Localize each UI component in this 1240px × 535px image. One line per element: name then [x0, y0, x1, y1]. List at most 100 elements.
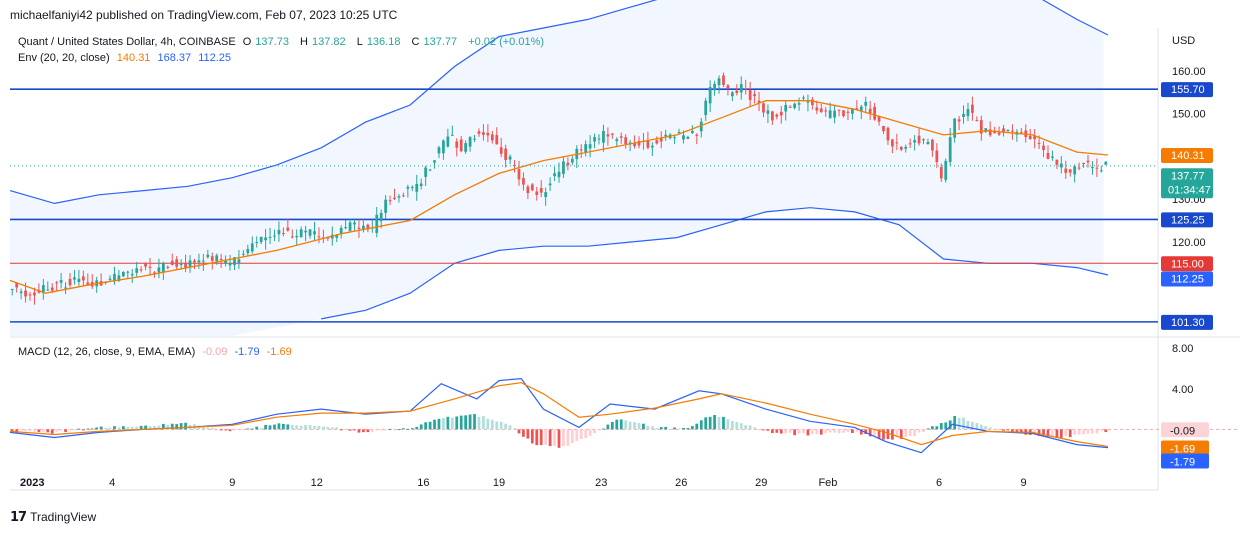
candle-body — [619, 136, 623, 138]
macd-hist-bar — [642, 423, 645, 430]
candle-body — [588, 144, 592, 149]
macd-hist-bar — [295, 425, 299, 430]
candle-body — [584, 144, 588, 153]
macd-hist-bar — [948, 420, 952, 430]
candle-body — [766, 110, 770, 114]
macd-hist-bar — [931, 426, 934, 430]
macd-hist-bar — [33, 429, 36, 432]
candle-body — [1042, 145, 1045, 151]
macd-hist-bar — [437, 418, 441, 430]
macd-hist-bar — [130, 426, 134, 430]
candle-body — [908, 143, 912, 145]
candle-body — [259, 236, 263, 243]
candle-body — [206, 254, 210, 258]
high-label: H 137.82 — [300, 36, 346, 48]
candle-body — [606, 134, 610, 137]
open-label: O 137.73 — [242, 36, 289, 48]
candle-body — [931, 139, 934, 151]
candle-body — [682, 135, 685, 140]
candle-body — [210, 256, 214, 261]
macd-hist-bar — [726, 419, 730, 430]
candle-body — [508, 156, 512, 160]
candle-body — [846, 111, 850, 113]
macd-hist-bar — [588, 429, 592, 436]
candle-body — [117, 275, 121, 281]
macd-hist-bar — [135, 426, 139, 430]
candle-body — [450, 134, 454, 136]
candle-body — [553, 173, 556, 177]
macd-hist-bar — [713, 414, 716, 430]
candle-body — [384, 199, 388, 213]
brand-label[interactable]: TradingView — [30, 510, 97, 524]
macd-hist-bar — [366, 429, 370, 433]
candle-body — [130, 274, 134, 276]
candle-body — [864, 101, 868, 106]
macd-hist-bar — [984, 426, 988, 430]
macd-hist-bar — [117, 427, 121, 430]
macd-hist-bar — [864, 429, 868, 435]
candle-body — [939, 167, 943, 179]
macd-tick-label: 8.00 — [1172, 343, 1193, 355]
macd-hist-bar — [375, 429, 379, 431]
candle-body — [615, 139, 619, 142]
macd-hist-bar — [264, 424, 267, 430]
candle-body — [495, 135, 499, 145]
candle-body — [357, 227, 361, 229]
candle-body — [597, 138, 601, 140]
signal-line — [9, 382, 1109, 448]
macd-hist-bar — [1059, 429, 1063, 438]
candle-body — [170, 260, 174, 266]
candle-body — [788, 106, 792, 108]
symbol-label: Quant / United States Dollar, 4h, COINBA… — [18, 36, 236, 48]
candle-body — [1059, 163, 1063, 168]
macd-hist-bar — [277, 423, 281, 430]
candle-body — [917, 135, 921, 144]
macd-hist-bar — [695, 423, 699, 430]
candle-body — [548, 183, 552, 186]
macd-hist-bar — [557, 429, 561, 448]
candle-body — [726, 85, 730, 89]
macd-hist-bar — [824, 429, 828, 434]
macd-hist-bar — [682, 427, 685, 430]
macd-hist-bar — [806, 429, 810, 436]
candle-body — [610, 133, 614, 135]
macd-hist-bar — [886, 429, 890, 440]
macd-hist-bar — [935, 426, 939, 430]
envelope-basis-line — [9, 100, 1109, 294]
macd-tick-label: 4.00 — [1172, 384, 1193, 396]
level-badge-1: 125.25 — [1171, 214, 1205, 226]
candle-body — [690, 130, 694, 133]
macd-hist-bar — [730, 420, 734, 430]
macd-hist-bar — [219, 429, 223, 431]
candle-body — [811, 99, 814, 106]
candle-body — [904, 146, 908, 149]
macd-hist-bar — [646, 425, 650, 430]
price-badge-1: 137.77 — [1171, 170, 1205, 182]
candle-body — [108, 278, 112, 280]
candle-body — [655, 140, 659, 144]
candle-body — [975, 120, 979, 122]
macd-hist-bar — [953, 415, 957, 430]
candle-body — [468, 137, 472, 147]
macd-hist-bar — [410, 428, 414, 430]
candle-body — [77, 278, 81, 283]
macd-hist-bar — [842, 429, 845, 433]
macd-hist-bar — [1086, 429, 1090, 434]
candle-body — [762, 103, 765, 113]
macd-hist-bar — [477, 416, 481, 430]
change-label: +0.02 (+0.01%) — [468, 36, 545, 48]
macd-hist-bar — [428, 421, 432, 430]
candle-body — [148, 266, 152, 268]
tradingview-logo-icon[interactable]: 𝟭𝟳 — [10, 509, 27, 524]
candle-body — [126, 271, 130, 273]
price-tick-label: 120.00 — [1172, 237, 1206, 249]
candle-body — [1006, 130, 1010, 132]
macd-hist-bar — [917, 429, 921, 433]
macd-hist-bar — [895, 429, 899, 438]
macd-hist-bar — [308, 425, 312, 430]
macd-hist-bar — [562, 429, 565, 447]
candle-body — [979, 120, 983, 134]
macd-hist-bar — [913, 429, 917, 436]
macd-hist-bar — [37, 429, 41, 432]
